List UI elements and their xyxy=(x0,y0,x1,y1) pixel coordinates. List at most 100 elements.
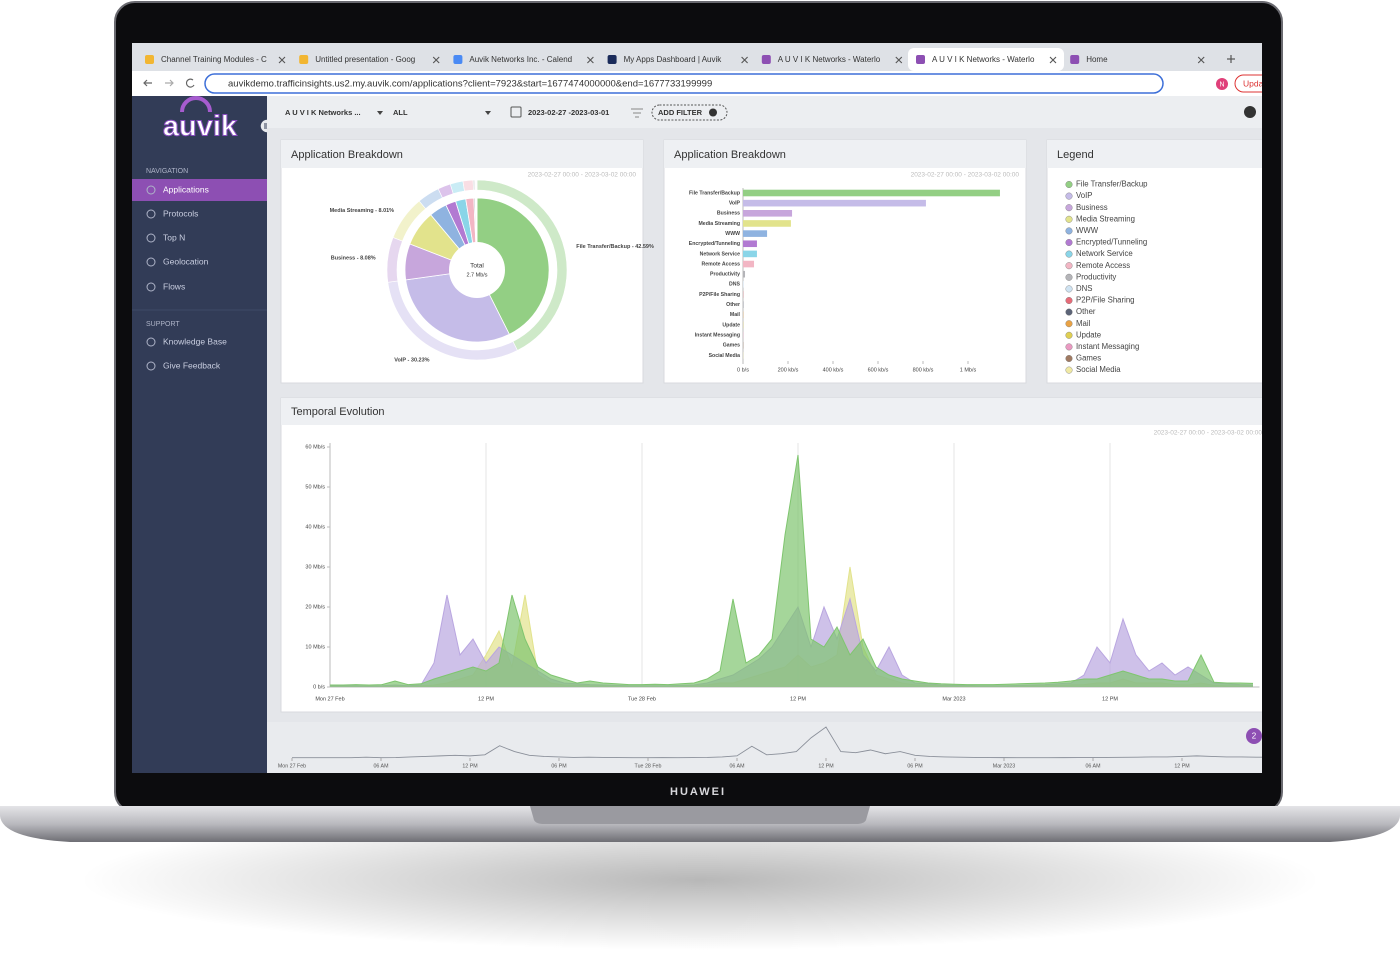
legend-label[interactable]: WWW xyxy=(1076,226,1099,235)
tab-close[interactable] xyxy=(1049,56,1057,64)
y-tick-label: VoIP xyxy=(729,201,741,207)
new-tab-icon[interactable] xyxy=(1227,55,1235,63)
area-line xyxy=(330,454,1254,686)
legend-label[interactable]: P2P/File Sharing xyxy=(1076,296,1135,305)
logo[interactable]: auvik xyxy=(162,110,238,143)
tab-favicon xyxy=(916,55,925,64)
panel-range: 2023-02-27 00:00 - 2023-03-02 00:00 xyxy=(528,172,637,179)
legend-label[interactable]: Business xyxy=(1076,203,1108,212)
nav-item[interactable]: Applications xyxy=(163,184,209,194)
panel-title: Temporal Evolution xyxy=(291,406,385,418)
nav-icon xyxy=(146,361,156,371)
navigator-tick-label: Mon 27 Feb xyxy=(278,763,306,769)
nav-item[interactable]: Knowledge Base xyxy=(163,336,227,346)
legend-label[interactable]: Instant Messaging xyxy=(1076,342,1139,351)
brand: HUAWEI xyxy=(670,786,726,798)
y-tick-label: Mail xyxy=(730,312,741,318)
legend-swatch xyxy=(1065,238,1073,246)
tab-close[interactable] xyxy=(895,56,903,64)
badge[interactable] xyxy=(1246,728,1262,744)
calendar-icon[interactable] xyxy=(510,106,522,118)
x-tick-label: Tue 28 Feb xyxy=(628,696,656,702)
bar xyxy=(743,260,755,268)
tab-close[interactable] xyxy=(587,56,594,64)
navigator-tick-label: 12 PM xyxy=(1174,763,1189,769)
pie-center-value: 2.7 Mb/s xyxy=(466,272,487,278)
url-field[interactable] xyxy=(204,73,1164,94)
profile-avatar[interactable] xyxy=(1216,78,1228,90)
x-tick-label: 12 PM xyxy=(1102,696,1118,702)
y-tick-label: 20 Mb/s xyxy=(305,604,325,610)
tab-close[interactable] xyxy=(741,56,748,64)
legend-label[interactable]: Encrypted/Tunneling xyxy=(1076,238,1147,247)
nav-buttons[interactable] xyxy=(143,78,195,88)
legend-label[interactable]: Media Streaming xyxy=(1076,214,1135,223)
legend-label[interactable]: Social Media xyxy=(1076,365,1121,374)
navigator-tick-label: 06 AM xyxy=(729,763,744,769)
pie-label: File Transfer/Backup - 42.59% xyxy=(576,244,654,250)
tab-title[interactable]: A U V I K Networks - Waterlo xyxy=(778,55,881,64)
nav-icon xyxy=(146,185,156,195)
y-tick-label: 30 Mb/s xyxy=(305,564,325,570)
nav-heading: NAVIGATION xyxy=(146,168,188,175)
legend-label[interactable]: DNS xyxy=(1076,284,1092,293)
date-range[interactable]: 2023-02-27 -2023-03-01 xyxy=(528,108,609,117)
filter-select[interactable]: ALL xyxy=(393,108,408,117)
legend-swatch xyxy=(1065,343,1073,351)
tab-title[interactable]: Home xyxy=(1086,55,1108,64)
compass-button[interactable] xyxy=(1244,106,1256,118)
nav-item[interactable]: Give Feedback xyxy=(163,360,221,370)
legend-label[interactable]: Network Service xyxy=(1076,249,1133,258)
nav-item[interactable]: Geolocation xyxy=(163,256,209,266)
y-tick-label: 0 b/s xyxy=(313,684,325,690)
legend-label[interactable]: Update xyxy=(1076,330,1101,339)
active-tab[interactable] xyxy=(908,48,1064,71)
sidebar xyxy=(132,96,267,773)
screen: auvikdemo.trafficinsights.us2.my.auvik.c… xyxy=(132,43,1275,773)
panel-header xyxy=(281,140,643,168)
legend-swatch xyxy=(1065,285,1073,293)
legend-panel xyxy=(1046,139,1262,384)
y-tick-label: DNS xyxy=(729,282,740,288)
legend-label[interactable]: Remote Access xyxy=(1076,261,1130,270)
legend-swatch xyxy=(1065,355,1073,363)
navigator-tick-label: 12 PM xyxy=(462,763,477,769)
update-button[interactable] xyxy=(1234,74,1275,93)
legend-label[interactable]: Games xyxy=(1076,354,1101,363)
y-tick-label: 60 Mb/s xyxy=(305,444,325,450)
legend-swatch xyxy=(1065,366,1073,374)
tab-close[interactable] xyxy=(432,56,440,64)
add-filter-label: ADD FILTER xyxy=(658,108,703,117)
nav-item[interactable]: Flows xyxy=(163,281,185,291)
pie-label: Business - 8.08% xyxy=(331,256,376,262)
bar xyxy=(743,220,791,227)
tab-close[interactable] xyxy=(1197,56,1205,64)
legend-label[interactable]: Other xyxy=(1076,307,1096,316)
tab-title[interactable]: Channel Training Modules - C xyxy=(161,55,267,64)
tab-title[interactable]: A U V I K Networks - Waterlo xyxy=(932,55,1035,64)
support-heading: SUPPORT xyxy=(146,321,180,328)
tab-title[interactable]: Auvik Networks Inc. - Calend xyxy=(469,55,572,64)
legend-label[interactable]: File Transfer/Backup xyxy=(1076,180,1148,189)
tab-favicon xyxy=(453,55,463,64)
y-tick-label: Social Media xyxy=(709,353,741,359)
tab-title[interactable]: Untitled presentation - Goog xyxy=(315,55,415,64)
tab-favicon xyxy=(299,55,309,64)
legend-label[interactable]: VoIP xyxy=(1076,191,1092,200)
legend-label[interactable]: Mail xyxy=(1076,319,1091,328)
tab-close[interactable] xyxy=(278,56,286,64)
url[interactable]: auvikdemo.trafficinsights.us2.my.auvik.c… xyxy=(228,79,712,90)
nav-item[interactable]: Top N xyxy=(163,232,185,242)
y-tick-label: Update xyxy=(722,322,740,328)
nav-icon xyxy=(146,337,156,347)
nav-item[interactable]: Protocols xyxy=(163,208,198,218)
nav-icon xyxy=(146,282,156,292)
add-filter-button[interactable] xyxy=(651,104,728,121)
tab-title[interactable]: My Apps Dashboard | Auvik xyxy=(624,55,723,64)
legend-label[interactable]: Productivity xyxy=(1076,272,1116,281)
network-select[interactable]: A U V I K Networks ... xyxy=(285,108,361,117)
navigator-tick-label: 06 PM xyxy=(551,763,566,769)
navigator[interactable] xyxy=(267,722,1262,773)
pie-center-label: Total xyxy=(470,263,484,270)
y-tick-label: Media Streaming xyxy=(698,221,740,227)
